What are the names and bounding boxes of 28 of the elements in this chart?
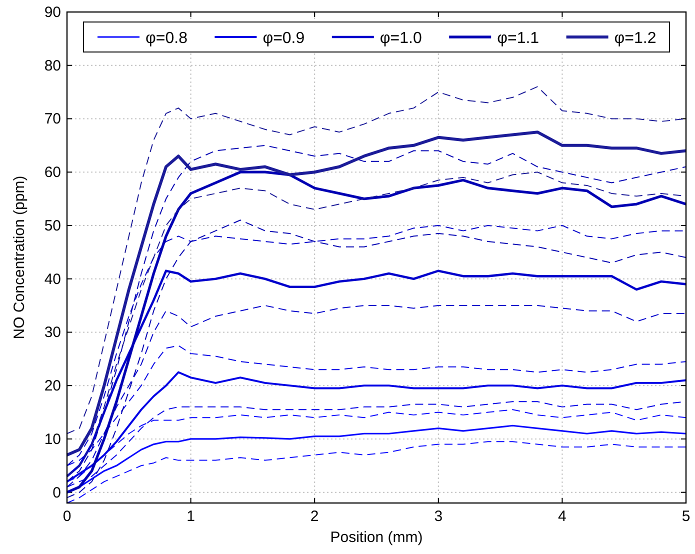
x-tick-label: 5 [682, 508, 690, 525]
line-series [66, 305, 686, 488]
y-tick-label: 10 [44, 430, 61, 448]
legend-label: φ=1.2 [614, 30, 656, 47]
line-series [66, 371, 687, 483]
legend-label: φ=0.8 [146, 30, 188, 47]
y-tick-label: 30 [44, 324, 61, 342]
y-tick-label: 60 [44, 164, 61, 182]
y-axis-title: NO Concentration (ppm) [11, 176, 28, 340]
x-tick-label: 0 [62, 508, 72, 525]
legend-label: φ=1.1 [497, 30, 540, 47]
x-tick-label: 4 [558, 508, 566, 525]
line-series [66, 441, 686, 504]
legend-label: φ=1.0 [380, 30, 422, 47]
line-series [66, 345, 686, 466]
y-tick-label: 70 [44, 110, 61, 128]
x-tick-label: 3 [434, 508, 443, 525]
x-axis-title: Position (mm) [330, 529, 423, 546]
y-tick-label: 90 [44, 4, 61, 21]
x-tick-label: 1 [186, 508, 195, 525]
y-tick-label: 50 [44, 217, 61, 234]
legend-label: φ=0.9 [262, 30, 305, 47]
y-tick-label: 80 [44, 57, 61, 74]
y-tick-label: 0 [52, 484, 61, 502]
y-tick-label: 40 [44, 270, 61, 288]
y-tick-label: 20 [44, 378, 61, 395]
line-series [66, 270, 688, 478]
x-tick-label: 2 [310, 508, 319, 525]
